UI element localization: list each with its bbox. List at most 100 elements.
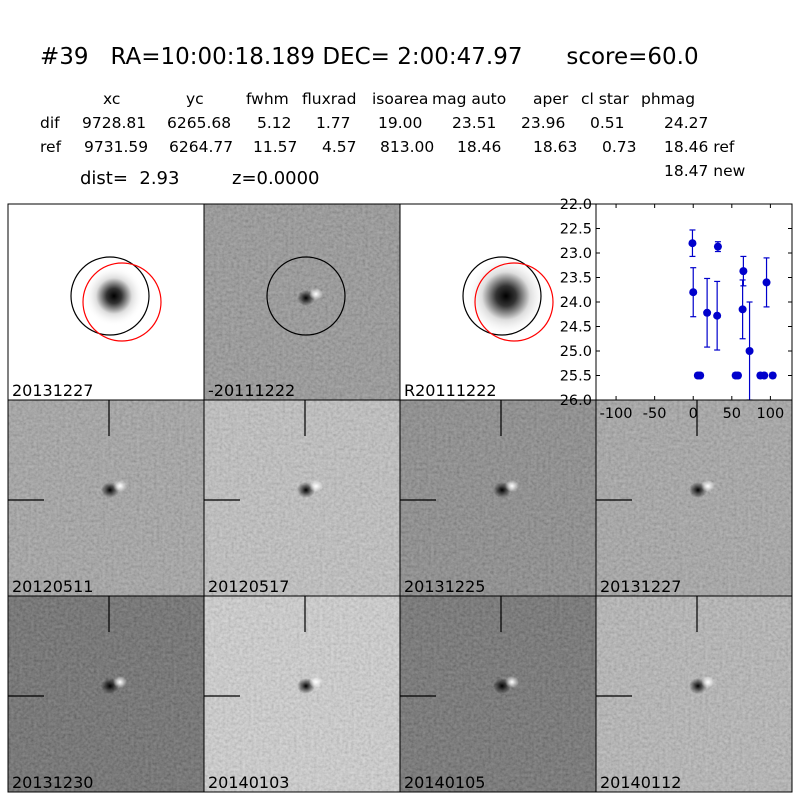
stamp: 20140103 bbox=[203, 595, 401, 793]
column-header: phmag bbox=[641, 90, 695, 108]
stamp-noise bbox=[8, 596, 204, 792]
stamp-frame bbox=[595, 595, 793, 793]
stamp-label: R20111222 bbox=[404, 381, 497, 400]
dist: dist= 2.93 bbox=[80, 168, 179, 189]
column-header: cl star bbox=[581, 90, 629, 108]
stamp-label: 20131230 bbox=[12, 773, 93, 792]
plot-bg bbox=[596, 204, 792, 400]
stamp: 20120511 bbox=[7, 399, 205, 597]
y-tick-label: 26.0 bbox=[560, 393, 592, 409]
stamp-noise bbox=[596, 596, 792, 792]
row-label: ref bbox=[40, 138, 62, 156]
table-cell: 11.57 bbox=[253, 138, 297, 156]
stamp-label: 20140105 bbox=[404, 773, 485, 792]
stamp-label: 20131225 bbox=[404, 577, 485, 596]
data-point bbox=[739, 267, 748, 276]
stamp-label: 20131227 bbox=[12, 381, 93, 400]
table-cell: 9731.59 bbox=[84, 138, 148, 156]
table-cell: 23.96 bbox=[521, 114, 565, 132]
x-tick-label: 50 bbox=[723, 406, 741, 422]
aperture-ref bbox=[474, 262, 554, 342]
stamp: 20131225 bbox=[399, 399, 597, 597]
data-point bbox=[768, 371, 777, 380]
table-cell: 6265.68 bbox=[167, 114, 231, 132]
data-point bbox=[738, 305, 747, 314]
y-tick-label: 23.5 bbox=[560, 271, 592, 287]
y-tick-label: 24.0 bbox=[560, 295, 592, 311]
column-header: isoarea bbox=[372, 90, 428, 108]
data-point bbox=[689, 288, 698, 297]
aperture bbox=[462, 256, 542, 336]
stamp: 20131227 bbox=[7, 203, 205, 401]
stamp-label: 20140112 bbox=[600, 773, 681, 792]
plot-area bbox=[688, 229, 777, 400]
stamp-label: 20140103 bbox=[208, 773, 289, 792]
stamp: 20131230 bbox=[7, 595, 205, 793]
table-cell: 9728.81 bbox=[82, 114, 146, 132]
column-header: mag auto bbox=[432, 90, 506, 108]
dipole-pos bbox=[505, 676, 519, 688]
x-tick-label: 0 bbox=[689, 406, 698, 422]
phmag-new: 18.47 new bbox=[664, 162, 746, 180]
stamp-noise bbox=[596, 400, 792, 596]
title: #39 RA=10:00:18.189 DEC= 2:00:47.97 scor… bbox=[40, 44, 699, 70]
data-point bbox=[760, 371, 769, 380]
x-tick-label: 100 bbox=[757, 406, 785, 422]
table-cell: 4.57 bbox=[322, 138, 357, 156]
table-cell: 0.51 bbox=[590, 114, 625, 132]
source bbox=[466, 256, 546, 336]
y-tick-label: 24.5 bbox=[560, 320, 592, 336]
table-cell: 6264.77 bbox=[169, 138, 233, 156]
stamp-noise bbox=[400, 400, 596, 596]
dipole-pos bbox=[309, 676, 323, 688]
stamp: 20140112 bbox=[595, 595, 793, 793]
stamp: R20111222 bbox=[399, 203, 597, 401]
dipole-pos bbox=[113, 480, 127, 492]
dipole-pos bbox=[701, 480, 715, 492]
stamp-label: 20120511 bbox=[12, 577, 93, 596]
table-cell: 1.77 bbox=[316, 114, 351, 132]
stamp: 20131227 bbox=[595, 399, 793, 597]
data-point bbox=[696, 371, 705, 380]
column-header: aper bbox=[533, 90, 569, 108]
aperture bbox=[266, 256, 346, 336]
stamp-noise bbox=[204, 400, 400, 596]
table-cell: 18.46 bbox=[457, 138, 501, 156]
stamp: 20140105 bbox=[399, 595, 597, 793]
table-cell: 24.27 bbox=[664, 114, 708, 132]
data-point bbox=[713, 311, 722, 320]
stamp-label: 20131227 bbox=[600, 577, 681, 596]
y-tick-label: 22.5 bbox=[560, 222, 592, 238]
y-tick-label: 25.0 bbox=[560, 344, 592, 360]
data-point bbox=[733, 371, 742, 380]
stamp-label: 20120517 bbox=[208, 577, 289, 596]
dipole-pos bbox=[701, 676, 715, 688]
x-tick-label: -100 bbox=[600, 406, 633, 422]
table-cell: 23.51 bbox=[452, 114, 496, 132]
column-header: fluxrad bbox=[302, 90, 356, 108]
data-point bbox=[703, 308, 712, 317]
stamp-noise bbox=[8, 400, 204, 596]
stamp-noise bbox=[204, 596, 400, 792]
stamp-label: -20111222 bbox=[208, 381, 295, 400]
row-label: dif bbox=[40, 114, 60, 132]
dipole-pos bbox=[113, 676, 127, 688]
dipole-pos bbox=[309, 288, 323, 300]
aperture bbox=[70, 256, 150, 336]
x-tick-label: -50 bbox=[643, 406, 667, 422]
redshift: z=0.0000 bbox=[232, 168, 320, 189]
table-cell: 19.00 bbox=[378, 114, 422, 132]
y-tick-label: 22.0 bbox=[560, 197, 592, 213]
y-tick-label: 23.0 bbox=[560, 246, 592, 262]
table-cell: 5.12 bbox=[257, 114, 292, 132]
data-point bbox=[762, 278, 771, 287]
y-tick-label: 25.5 bbox=[560, 369, 592, 385]
data-point bbox=[688, 239, 697, 248]
table-cell: 18.63 bbox=[533, 138, 577, 156]
dipole-pos bbox=[505, 480, 519, 492]
column-header: xc bbox=[103, 90, 120, 108]
data-point bbox=[713, 242, 722, 251]
column-header: yc bbox=[186, 90, 204, 108]
data-point bbox=[745, 347, 754, 355]
